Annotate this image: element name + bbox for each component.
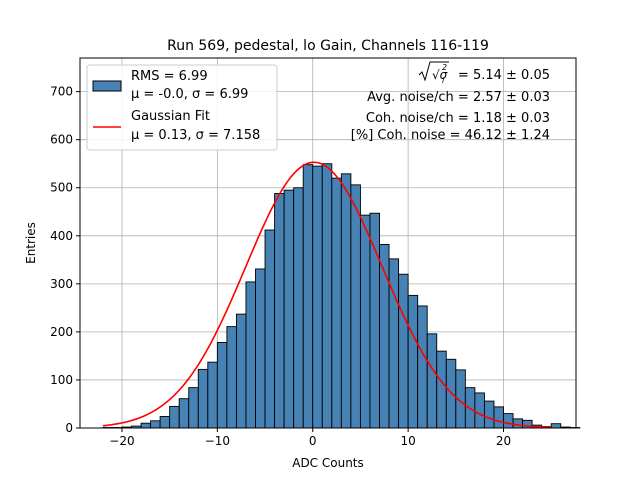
histogram-bar bbox=[359, 214, 371, 429]
histogram-bars bbox=[102, 163, 581, 429]
legend: RMS = 6.99 μ = -0.0, σ = 6.99 Gaussian F… bbox=[86, 64, 278, 151]
histogram-bar bbox=[245, 281, 256, 429]
histogram-bar bbox=[503, 413, 514, 429]
histogram-bar bbox=[207, 361, 218, 429]
histogram-bar bbox=[550, 423, 562, 429]
x-tick-label: 20 bbox=[496, 434, 511, 448]
histogram-bar bbox=[474, 392, 485, 429]
histogram-bar bbox=[436, 350, 447, 429]
histogram-bar bbox=[293, 187, 304, 429]
annotation-avg-noise: Avg. noise/ch = 2.57 ± 0.03 bbox=[367, 90, 550, 105]
histogram-bar bbox=[274, 193, 285, 429]
x-tick-label: −10 bbox=[205, 434, 230, 448]
x-axis-label: ADC Counts bbox=[292, 456, 364, 470]
histogram-bar bbox=[169, 405, 180, 429]
x-tick-label: 0 bbox=[309, 434, 317, 448]
histogram-bar bbox=[283, 189, 295, 429]
x-tick-label: 10 bbox=[400, 434, 415, 448]
histogram-bar bbox=[235, 313, 247, 429]
histogram-bar bbox=[512, 418, 524, 429]
annotation-coh-noise-percent: [%] Coh. noise = 46.12 ± 1.24 bbox=[351, 128, 550, 143]
annotation-sigma-subscript: i bbox=[442, 76, 445, 85]
histogram-bar bbox=[340, 173, 352, 429]
sqrt-sign-icon bbox=[418, 61, 449, 82]
histogram-bar bbox=[255, 268, 266, 429]
chart-title: Run 569, pedestal, lo Gain, Channels 116… bbox=[167, 38, 489, 54]
histogram-bar bbox=[150, 420, 161, 429]
y-axis-label: Entries bbox=[24, 222, 38, 264]
gaussian-fit-curve bbox=[102, 161, 552, 429]
legend-histogram-rms: RMS = 6.99 bbox=[131, 69, 208, 84]
histogram-bar bbox=[483, 400, 495, 429]
histogram-bar bbox=[426, 333, 438, 429]
annotation-sigma-total: √σ 2 i = 5.14 ± 0.05 bbox=[418, 61, 550, 85]
histogram-bar bbox=[197, 368, 209, 429]
annotation-sigma-symbol: √σ bbox=[432, 68, 448, 82]
legend-fit-params: μ = 0.13, σ = 7.158 bbox=[131, 128, 260, 143]
y-tick-label: 600 bbox=[50, 133, 73, 147]
histogram-bar bbox=[312, 165, 323, 429]
legend-histogram-swatch bbox=[92, 80, 122, 92]
annotation-sigma-value: = 5.14 ± 0.05 bbox=[458, 68, 550, 83]
y-tick-label: 500 bbox=[50, 181, 73, 195]
histogram-bar bbox=[226, 326, 237, 429]
histogram-bar bbox=[350, 184, 361, 429]
x-tick-label: −20 bbox=[109, 434, 134, 448]
histogram-bar bbox=[264, 229, 276, 429]
plot-frame bbox=[79, 57, 577, 429]
legend-fit-name: Gaussian Fit bbox=[131, 109, 210, 124]
legend-histogram-stats: μ = -0.0, σ = 6.99 bbox=[131, 87, 248, 102]
histogram-bar bbox=[159, 416, 171, 429]
histogram-bar bbox=[216, 342, 228, 429]
histogram-bar bbox=[369, 212, 380, 429]
histogram-bar bbox=[302, 164, 314, 429]
histogram-bar bbox=[417, 305, 428, 429]
histogram-bar bbox=[178, 398, 190, 429]
histogram-bar bbox=[321, 163, 333, 429]
annotation-coh-noise: Coh. noise/ch = 1.18 ± 0.03 bbox=[366, 111, 550, 126]
histogram-bar bbox=[331, 177, 342, 429]
y-tick-label: 400 bbox=[50, 229, 73, 243]
y-tick-label: 300 bbox=[50, 277, 73, 291]
y-tick-label: 100 bbox=[50, 373, 73, 387]
histogram-bar bbox=[493, 406, 504, 429]
y-tick-label: 700 bbox=[50, 85, 73, 99]
histogram-bar bbox=[188, 387, 199, 429]
histogram-bar bbox=[407, 294, 419, 429]
noise-annotations: √σ 2 i = 5.14 ± 0.05 Avg. noise/ch = 2.5… bbox=[351, 61, 550, 143]
histogram-bar bbox=[140, 422, 152, 429]
y-tick-label: 200 bbox=[50, 325, 73, 339]
histogram-bar bbox=[398, 273, 409, 429]
annotation-sigma-exponent: 2 bbox=[442, 63, 447, 72]
y-tick-label: 0 bbox=[65, 421, 73, 435]
legend-box bbox=[86, 64, 278, 151]
